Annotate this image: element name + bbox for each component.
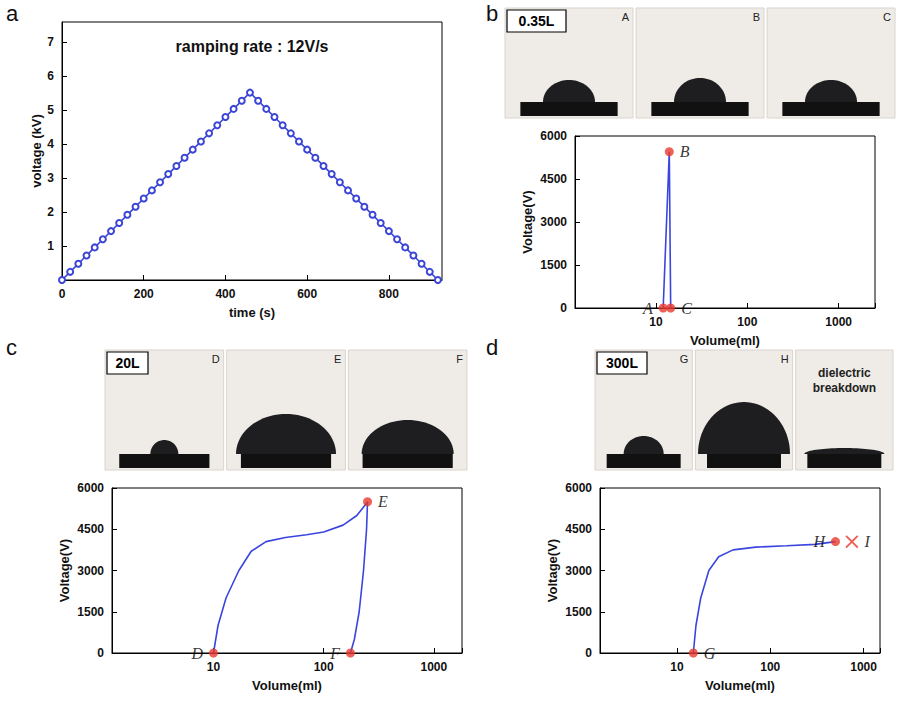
svg-text:time (s): time (s) [229, 305, 275, 320]
svg-text:5: 5 [47, 103, 54, 117]
svg-text:G: G [680, 353, 689, 365]
svg-text:1000: 1000 [825, 315, 852, 329]
svg-text:a: a [6, 1, 19, 26]
svg-text:A: A [622, 11, 630, 23]
svg-text:1: 1 [47, 239, 54, 253]
svg-text:1500: 1500 [540, 258, 567, 272]
svg-text:3: 3 [47, 171, 54, 185]
svg-text:6000: 6000 [540, 129, 567, 143]
svg-text:0: 0 [585, 646, 592, 660]
svg-text:Volume(ml): Volume(ml) [690, 333, 760, 348]
svg-text:C: C [681, 300, 692, 317]
svg-text:I: I [863, 533, 870, 550]
svg-text:D: D [190, 645, 203, 662]
svg-text:d: d [486, 335, 498, 360]
svg-text:100: 100 [760, 660, 780, 674]
svg-text:100: 100 [314, 660, 334, 674]
svg-text:voltage (kV): voltage (kV) [29, 114, 44, 188]
svg-text:10: 10 [649, 315, 663, 329]
svg-text:4500: 4500 [77, 522, 104, 536]
svg-text:A: A [642, 300, 653, 317]
svg-text:G: G [704, 645, 716, 662]
svg-text:0: 0 [59, 287, 66, 301]
svg-text:400: 400 [215, 287, 235, 301]
svg-text:1000: 1000 [421, 660, 448, 674]
svg-text:10: 10 [207, 660, 221, 674]
svg-text:0.35L: 0.35L [519, 13, 555, 29]
svg-text:10: 10 [670, 660, 684, 674]
svg-text:800: 800 [379, 287, 399, 301]
svg-text:H: H [781, 353, 789, 365]
svg-text:6000: 6000 [565, 481, 592, 495]
svg-text:C: C [883, 11, 891, 23]
svg-text:3000: 3000 [540, 215, 567, 229]
svg-text:20L: 20L [115, 355, 140, 371]
svg-text:4500: 4500 [565, 522, 592, 536]
svg-text:300L: 300L [606, 355, 638, 371]
svg-text:ramping rate : 12V/s: ramping rate : 12V/s [176, 38, 329, 55]
svg-text:0: 0 [97, 646, 104, 660]
svg-text:4: 4 [47, 137, 54, 151]
svg-text:6000: 6000 [77, 481, 104, 495]
svg-text:Voltage(V): Voltage(V) [545, 539, 560, 602]
svg-text:3000: 3000 [77, 564, 104, 578]
svg-text:7: 7 [47, 35, 54, 49]
svg-text:2: 2 [47, 205, 54, 219]
svg-text:B: B [753, 11, 760, 23]
svg-text:Voltage(V): Voltage(V) [57, 539, 72, 602]
svg-text:100: 100 [737, 315, 757, 329]
svg-text:1000: 1000 [850, 660, 877, 674]
svg-text:600: 600 [297, 287, 317, 301]
svg-text:E: E [377, 493, 388, 510]
svg-text:E: E [334, 353, 341, 365]
svg-text:dielectric: dielectric [818, 366, 871, 380]
svg-text:Voltage(V): Voltage(V) [520, 190, 535, 253]
svg-text:H: H [812, 533, 826, 550]
svg-text:3000: 3000 [565, 564, 592, 578]
svg-text:0: 0 [560, 301, 567, 315]
svg-text:4500: 4500 [540, 172, 567, 186]
svg-text:1500: 1500 [565, 605, 592, 619]
svg-text:c: c [6, 335, 17, 360]
svg-text:F: F [456, 353, 463, 365]
svg-text:D: D [212, 353, 220, 365]
svg-text:Volume(ml): Volume(ml) [705, 678, 775, 693]
svg-text:F: F [329, 645, 340, 662]
svg-text:6: 6 [47, 69, 54, 83]
svg-text:b: b [486, 1, 498, 26]
svg-text:1500: 1500 [77, 605, 104, 619]
svg-text:B: B [680, 143, 690, 160]
svg-text:200: 200 [134, 287, 154, 301]
svg-text:Volume(ml): Volume(ml) [252, 678, 322, 693]
svg-text:breakdown: breakdown [813, 381, 876, 395]
